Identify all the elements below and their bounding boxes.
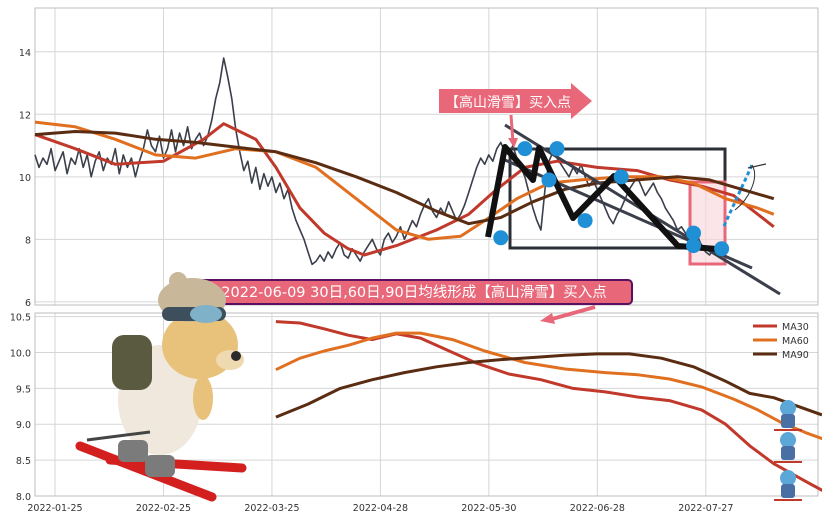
y-tick-label: 12: [19, 110, 31, 121]
signal-point-marker: [549, 141, 565, 157]
series-line-ma30-bottom: [275, 320, 822, 492]
x-tick-label: 2022-03-25: [244, 503, 299, 514]
y-tick-label: 8: [25, 235, 31, 246]
series-line-ma60-bottom: [275, 331, 822, 441]
top-callout-text: 【高山滑雪】买入点: [445, 94, 571, 111]
signal-point-marker: [686, 225, 702, 241]
y-tick-label: 10.0: [10, 348, 31, 359]
signal-point-marker: [613, 169, 629, 185]
signal-point-marker: [714, 241, 730, 257]
signal-point-marker: [541, 172, 557, 188]
legend-ma60: MA60: [782, 336, 809, 347]
x-tick-label: 2022-07-27: [678, 503, 733, 514]
legend-ma90: MA90: [782, 350, 809, 361]
banner-text: 2022-06-09 30日,60日,90日均线形成【高山滑雪】买入点: [221, 284, 606, 301]
signal-point-marker: [686, 238, 702, 254]
x-tick-label: 2022-04-28: [353, 503, 408, 514]
y-tick-label: 8.5: [16, 456, 31, 467]
signal-point-marker: [577, 213, 593, 229]
signal-point-marker: [493, 230, 509, 246]
skier-dog-illustration: [75, 272, 247, 502]
series-line-price: [34, 57, 719, 266]
signal-point-marker: [517, 141, 533, 157]
x-tick-label: 2022-06-28: [570, 503, 625, 514]
x-tick-label: 2022-01-25: [27, 503, 82, 514]
alpine-ski-pattern-line: [485, 144, 718, 252]
y-tick-label: 14: [19, 48, 31, 59]
banner-pointer: [551, 305, 596, 321]
legend-ma30: MA30: [782, 322, 809, 333]
signal-banner: 2022-06-09 30日,60日,90日均线形成【高山滑雪】买入点: [195, 279, 633, 324]
series-line-ma90-bottom: [275, 352, 822, 419]
ski-trail-cap: [747, 163, 767, 169]
y-tick-label: 9.5: [16, 384, 31, 395]
y-tick-label: 10: [19, 173, 31, 184]
y-tick-label: 10.5: [10, 313, 31, 324]
series-line-ma30: [34, 122, 775, 257]
x-tick-label: 2022-02-25: [136, 503, 191, 514]
legend: MA30 MA60 MA90: [753, 322, 809, 361]
y-tick-label: 6: [25, 298, 31, 309]
y-tick-label: 8.0: [16, 492, 31, 503]
series-line-ma90: [34, 130, 775, 226]
bottom-series-group: [275, 320, 822, 492]
top-series-group: [34, 57, 775, 266]
x-tick-label: 2022-05-30: [461, 503, 516, 514]
signal-markers: [493, 141, 730, 257]
ski-trail-curve: [734, 164, 756, 211]
bottom-panel-frame: [34, 312, 819, 497]
y-tick-label: 9.0: [16, 420, 31, 431]
top-callout-pointer: [509, 114, 515, 143]
series-line-ma60: [34, 120, 775, 241]
top-callout: 【高山滑雪】买入点: [439, 83, 592, 148]
small-skier-icons: [774, 400, 802, 501]
